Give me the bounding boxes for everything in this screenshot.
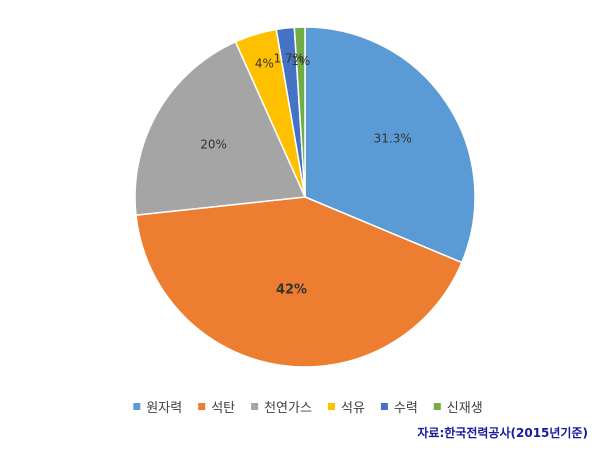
slice-label-2: 42% <box>276 283 307 298</box>
legend-swatch <box>251 403 259 410</box>
legend-item-1: 원자력 <box>133 401 182 416</box>
legend-label: 신재생 <box>447 401 483 416</box>
slice-label-6: 1% <box>291 54 310 68</box>
legend: 원자력 석탄 천연가스 석유 수력 신재생 <box>133 401 483 416</box>
pie-slice-2 <box>135 196 463 368</box>
pie-slices <box>134 26 476 368</box>
legend-swatch <box>198 403 206 410</box>
legend-item-2: 석탄 <box>198 401 235 416</box>
legend-label: 석유 <box>341 401 365 416</box>
slice-label-4: 4% <box>255 57 274 71</box>
pie-slice-6 <box>293 26 306 198</box>
legend-item-5: 수력 <box>380 401 418 416</box>
legend-item-6: 신재생 <box>433 401 483 416</box>
slice-label-3: 20% <box>200 138 227 152</box>
slice-label-1: 31.3% <box>374 132 412 146</box>
legend-swatch <box>380 403 388 410</box>
legend-label: 천연가스 <box>264 401 312 416</box>
legend-swatch <box>433 403 441 410</box>
legend-swatch <box>328 403 335 410</box>
slice-label-5: 1.7% <box>274 52 305 66</box>
legend-label: 석탄 <box>211 401 235 416</box>
legend-label: 수력 <box>394 401 418 416</box>
legend-item-4: 석유 <box>328 401 365 416</box>
slice-labels: 31.3% 42% 20% 4% 1.7%1% <box>200 52 411 298</box>
legend-label: 원자력 <box>146 401 182 416</box>
legend-item-3: 천연가스 <box>251 401 312 416</box>
source-note: 자료:한국전력공사(2015년기준) <box>417 426 588 440</box>
legend-swatch <box>133 403 141 410</box>
pie-slice-1 <box>304 26 476 264</box>
pie-slice-3 <box>134 40 307 216</box>
